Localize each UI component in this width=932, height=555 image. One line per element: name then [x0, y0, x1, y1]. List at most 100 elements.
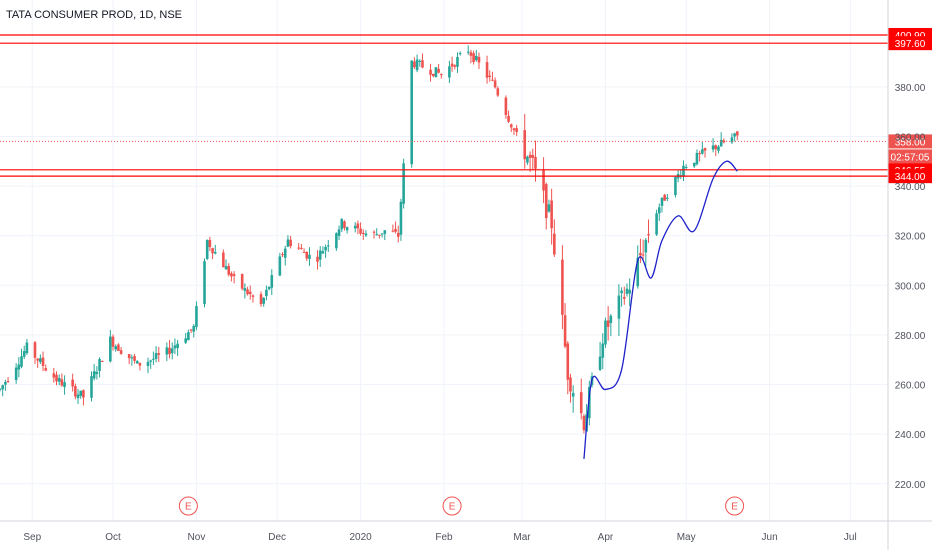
candle-body	[146, 361, 150, 367]
candle-body	[119, 350, 123, 354]
drawn-curve	[583, 160, 738, 460]
candle-body	[528, 154, 532, 158]
candle-body	[227, 265, 231, 275]
x-tick-label: Apr	[598, 532, 614, 543]
candle-body	[173, 345, 177, 349]
candle-body	[542, 170, 545, 191]
candle-body	[474, 55, 478, 61]
candle-body	[437, 68, 440, 73]
countdown-label: 02:57:05	[891, 152, 930, 163]
candle-body	[625, 288, 629, 294]
candle-body	[383, 230, 387, 234]
candle-body	[469, 52, 473, 56]
x-tick-label: Dec	[268, 532, 286, 543]
candle-body	[95, 371, 99, 375]
candle-body	[130, 357, 134, 359]
candle-body	[456, 56, 459, 67]
candle-body	[92, 371, 96, 379]
candle-body	[111, 336, 115, 347]
candle-body	[399, 201, 403, 235]
candle-body	[703, 148, 707, 151]
candle-body	[655, 213, 658, 235]
candle-body	[361, 232, 365, 234]
candle-body	[553, 233, 556, 255]
candle-body	[41, 357, 45, 366]
earnings-marker[interactable]: E	[178, 496, 198, 516]
candle-body	[378, 234, 381, 236]
candle-body	[281, 254, 284, 256]
candle-body	[579, 392, 583, 414]
x-tick-label: Nov	[188, 532, 206, 543]
candle-body	[55, 374, 58, 382]
candle-body	[491, 79, 494, 81]
candle-body	[380, 233, 384, 235]
x-tick-label: Feb	[435, 532, 453, 543]
candle-body	[717, 146, 720, 151]
candle-body	[208, 240, 212, 248]
candle-body	[100, 361, 104, 363]
y-tick-label: 240.00	[895, 430, 926, 441]
candle-body	[711, 145, 715, 150]
candle-body	[353, 225, 357, 229]
candle-body	[127, 354, 131, 359]
candle-body	[289, 239, 292, 247]
candle-body	[550, 200, 553, 229]
candle-body	[569, 377, 572, 392]
candle-body	[232, 274, 236, 276]
candle-body	[504, 97, 508, 115]
candle-body	[0, 388, 2, 390]
candle-body	[701, 149, 704, 154]
candle-body	[571, 392, 575, 397]
candle-body	[60, 379, 64, 386]
candle-body	[4, 381, 7, 385]
candle-body	[453, 65, 457, 67]
candle-body	[246, 289, 249, 295]
candle-body	[270, 275, 274, 288]
price-tag-bg	[888, 36, 932, 51]
trend-curve	[583, 160, 738, 460]
candle-body	[507, 115, 510, 122]
last-price-tag-bg	[888, 134, 932, 149]
y-tick-label: 220.00	[895, 480, 926, 491]
x-tick-label: Mar	[513, 532, 531, 543]
candle-body	[372, 231, 376, 233]
candle-body	[620, 290, 623, 294]
candle-body	[396, 232, 400, 237]
candle-body	[609, 315, 613, 323]
candle-body	[434, 67, 438, 78]
candle-body	[57, 377, 61, 382]
candle-body	[544, 184, 548, 219]
candle-body	[195, 306, 198, 328]
candle-body	[641, 254, 645, 256]
price-tag-label: 397.60	[895, 39, 926, 50]
candle-body	[639, 252, 642, 256]
x-tick-label: Jun	[762, 532, 778, 543]
candle-body	[714, 145, 718, 150]
candle-body	[345, 227, 349, 231]
candle-body	[684, 167, 688, 169]
candle-body	[36, 358, 39, 361]
candle-body	[205, 239, 209, 259]
candle-body	[79, 390, 83, 396]
candle-body	[698, 153, 701, 155]
candle-body	[1, 385, 4, 390]
candle-body	[154, 353, 158, 360]
candle-body	[82, 390, 85, 398]
candle-body	[283, 248, 287, 258]
candle-body	[413, 61, 416, 68]
candle-body	[213, 252, 217, 254]
candle-body	[472, 53, 475, 63]
candle-body	[243, 288, 247, 291]
candle-body	[674, 177, 677, 196]
y-tick-label: 340.00	[895, 182, 926, 193]
candle-body	[359, 228, 362, 234]
earnings-marker[interactable]: E	[725, 496, 745, 516]
candle-body	[666, 197, 669, 199]
candle-body	[302, 251, 306, 253]
earnings-marker[interactable]: E	[442, 496, 462, 516]
